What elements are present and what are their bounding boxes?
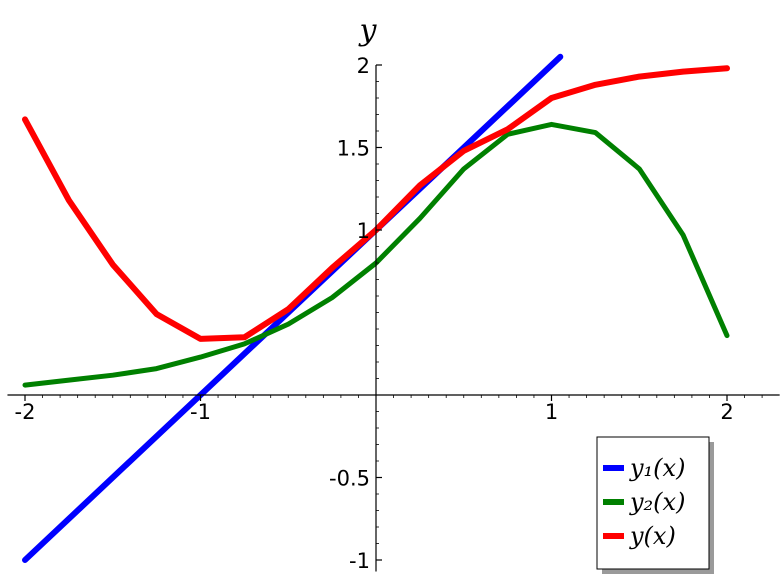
x-tick-label: 1 — [545, 400, 558, 424]
y-tick-label: -1 — [349, 549, 370, 573]
ticks-layer: -2 -1 1 2 2 1.5 1 -0.5 -1 — [15, 54, 763, 573]
x-tick-label: -1 — [190, 400, 211, 424]
legend-label: y₂(x) — [629, 488, 685, 516]
y-tick-label: -0.5 — [329, 467, 370, 491]
legend: y₁(x) y₂(x) y(x) — [596, 436, 714, 574]
legend-label: y₁(x) — [629, 454, 685, 482]
y-tick-label: 1 — [357, 219, 370, 243]
x-tick-label: -2 — [15, 400, 36, 424]
y-axis-title: y — [358, 13, 378, 48]
y-tick-label: 2 — [357, 54, 370, 78]
y-tick-label: 1.5 — [337, 137, 370, 161]
legend-label: y(x) — [629, 522, 676, 550]
x-tick-label: 2 — [720, 400, 733, 424]
